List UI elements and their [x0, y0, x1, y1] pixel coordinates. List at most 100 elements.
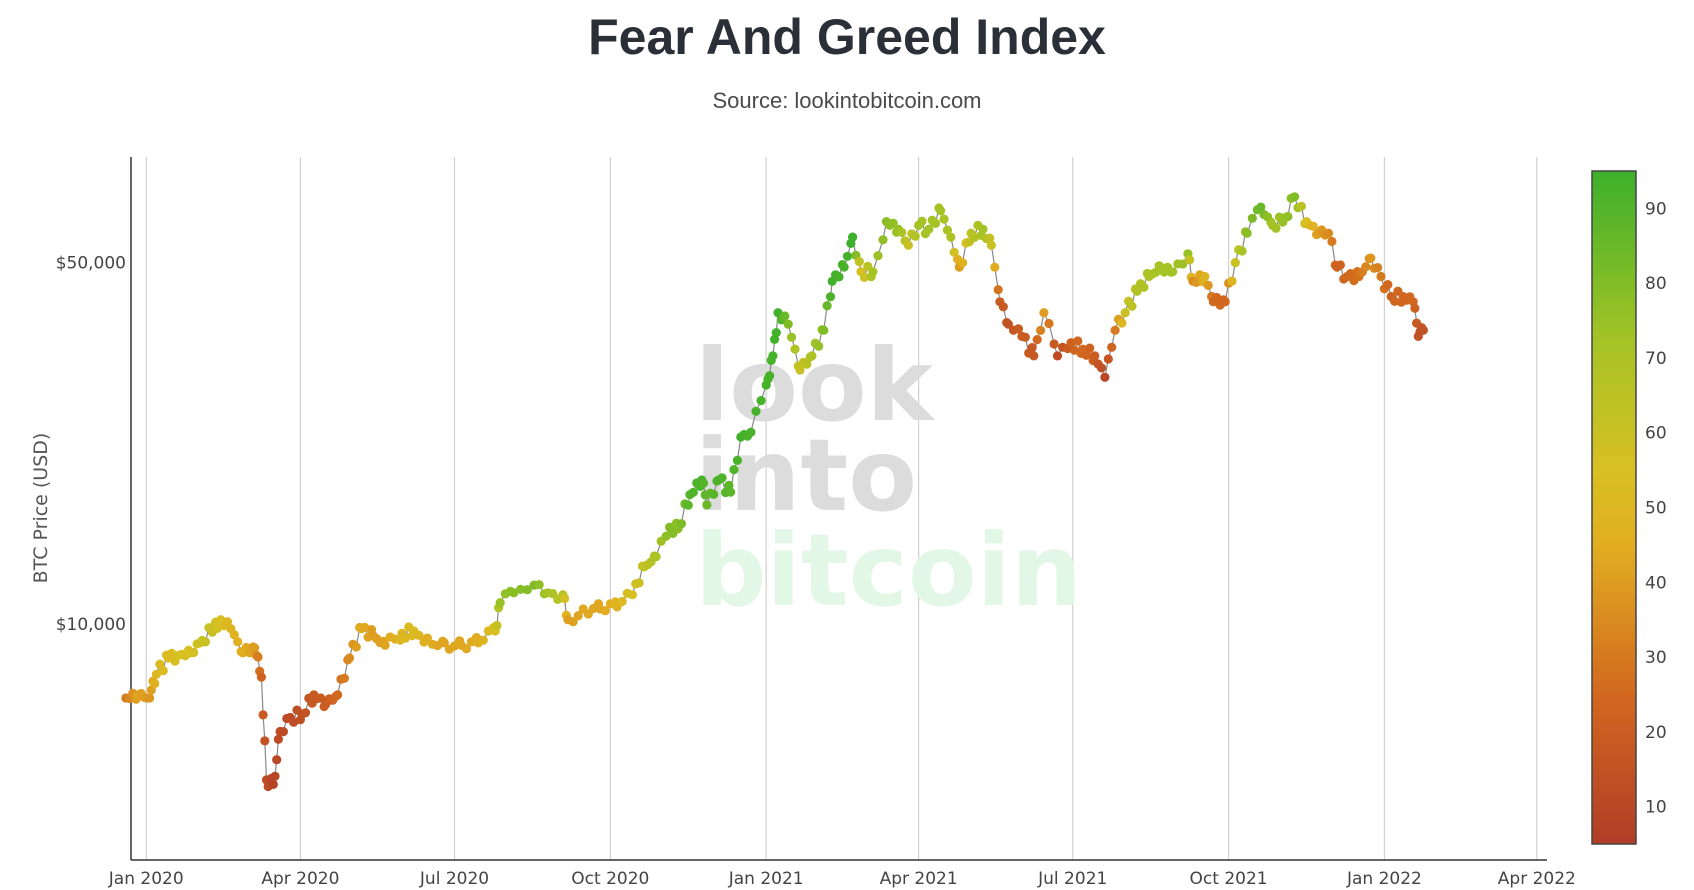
data-point: [1127, 301, 1137, 311]
x-tick-label: Apr 2022: [1498, 869, 1576, 889]
data-point: [683, 500, 693, 510]
data-point: [1335, 260, 1345, 270]
data-point: [1256, 202, 1266, 212]
data-point: [200, 637, 211, 647]
data-point: [1271, 223, 1281, 233]
data-point: [802, 359, 812, 369]
data-point: [729, 465, 739, 475]
data-point: [1085, 343, 1095, 353]
data-point: [859, 272, 870, 282]
data-point: [787, 332, 797, 342]
data-point: [795, 365, 805, 375]
data-point: [924, 224, 934, 234]
x-tick-label: Jul 2020: [419, 869, 489, 889]
colorbar-ticks: 10 20 30 40 50 60 70 80 90: [1645, 199, 1667, 817]
data-point: [873, 251, 883, 261]
data-point: [260, 736, 270, 746]
data-point: [1100, 372, 1110, 382]
data-point: [765, 371, 775, 381]
data-point: [709, 489, 719, 499]
data-point: [993, 285, 1003, 295]
data-point: [158, 666, 168, 676]
data-point: [492, 620, 502, 631]
data-point: [717, 473, 727, 483]
data-point: [1090, 351, 1100, 361]
colorbar-tick-label: 40: [1645, 573, 1667, 593]
data-point: [888, 218, 898, 228]
data-point: [268, 779, 278, 790]
data-point: [986, 240, 997, 250]
data-point: [942, 225, 953, 235]
data-point: [814, 341, 824, 351]
data-point: [1410, 303, 1420, 313]
data-point: [1117, 318, 1127, 328]
data-point: [1323, 228, 1334, 238]
data-point: [573, 611, 583, 621]
data-point: [1096, 363, 1107, 373]
axes: [130, 157, 1547, 861]
data-point: [1120, 308, 1130, 318]
data-point: [651, 552, 661, 562]
data-point: [250, 643, 260, 653]
data-point: [732, 455, 743, 465]
data-point: [1073, 336, 1083, 346]
data-point: [702, 500, 712, 510]
data-point: [145, 693, 155, 703]
data-point: [1185, 255, 1195, 265]
data-point: [534, 580, 544, 590]
data-point: [478, 635, 488, 645]
colorbar-tick-label: 60: [1645, 424, 1667, 444]
data-point: [1139, 282, 1149, 292]
data-point: [1044, 318, 1054, 329]
data-point: [1052, 351, 1063, 361]
data-point: [1036, 325, 1046, 335]
data-point: [746, 427, 756, 437]
data-point: [333, 690, 343, 700]
data-point: [1230, 258, 1240, 268]
chart-subtitle: Source: lookintobitcoin.com: [712, 88, 982, 113]
colorbar-tick-label: 80: [1645, 274, 1667, 294]
x-tick-label: Apr 2020: [261, 869, 339, 889]
data-point: [1376, 271, 1386, 282]
data-point: [726, 487, 736, 497]
data-point: [839, 262, 849, 272]
data-point: [1283, 211, 1293, 222]
data-point: [1242, 228, 1252, 238]
data-point: [783, 319, 793, 329]
data-point: [516, 584, 526, 595]
data-point: [627, 590, 638, 600]
data-point: [842, 251, 853, 261]
x-gridlines: [145, 157, 1538, 860]
data-point: [771, 328, 781, 338]
data-point: [688, 487, 698, 497]
data-point: [600, 606, 610, 616]
data-point: [560, 593, 570, 604]
data-point: [848, 232, 858, 242]
data-point: [807, 351, 817, 361]
data-point: [1168, 267, 1178, 277]
data-point: [461, 644, 471, 654]
data-point: [998, 302, 1008, 312]
data-point: [568, 617, 578, 627]
data-point: [439, 638, 449, 648]
data-point: [1032, 335, 1042, 345]
data-point: [222, 617, 233, 627]
watermark-bitcoin: bitcoin: [695, 512, 1082, 629]
data-point: [1029, 351, 1039, 361]
data-point: [522, 585, 532, 595]
data-point: [151, 669, 161, 679]
data-point: [300, 708, 311, 718]
y-tick-label: $50,000: [56, 254, 126, 274]
data-point: [1327, 236, 1337, 247]
data-point: [339, 673, 349, 683]
data-point: [930, 218, 941, 228]
colorbar-tick-label: 90: [1645, 199, 1667, 219]
data-point: [253, 652, 263, 662]
watermark: look into bitcoin: [695, 327, 1082, 629]
data-point: [985, 233, 995, 243]
data-point: [1237, 246, 1247, 256]
data-point: [1373, 263, 1383, 273]
watermark-into: into: [695, 417, 917, 534]
data-point: [617, 596, 627, 607]
